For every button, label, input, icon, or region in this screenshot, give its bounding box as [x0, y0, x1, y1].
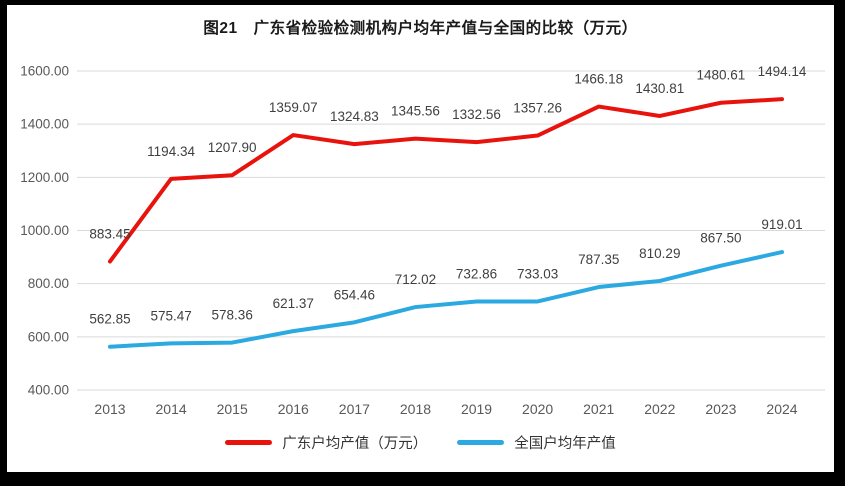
x-tick-label: 2017 — [339, 401, 370, 417]
x-tick-label: 2018 — [400, 401, 431, 417]
legend-label-national: 全国户均年产值 — [514, 436, 616, 452]
y-tick-label: 600.00 — [28, 329, 69, 344]
x-tick-label: 2024 — [766, 401, 797, 417]
x-tick-label: 2014 — [156, 401, 187, 417]
legend-swatch-guangdong — [225, 440, 273, 445]
x-tick-label: 2021 — [583, 401, 614, 417]
x-tick-label: 2022 — [644, 401, 675, 417]
data-label-0: 1324.83 — [330, 109, 379, 124]
data-label-0: 1332.56 — [452, 107, 501, 122]
data-label-1: 578.36 — [212, 308, 253, 323]
y-tick-label: 1000.00 — [20, 223, 69, 238]
data-label-0: 1359.07 — [269, 100, 318, 115]
data-label-1: 732.86 — [456, 267, 497, 282]
legend-label-guangdong: 广东户均产值（万元） — [282, 436, 428, 452]
data-label-0: 1466.18 — [574, 72, 623, 87]
series-line-0 — [108, 97, 784, 264]
data-label-0: 1357.26 — [513, 101, 562, 116]
data-label-1: 654.46 — [334, 287, 375, 302]
data-label-0: 883.45 — [89, 226, 130, 241]
data-label-1: 787.35 — [578, 252, 619, 267]
data-label-1: 575.47 — [150, 308, 191, 323]
legend-swatch-national — [457, 440, 505, 445]
data-label-1: 733.03 — [517, 266, 558, 281]
chart-plot: 400.00 600.00 800.00 1000.00 1200.00 1400.00 1… — [20, 64, 825, 417]
data-label-1: 919.01 — [761, 217, 802, 232]
x-tick-label: 2023 — [705, 401, 736, 417]
data-label-0: 1194.34 — [147, 144, 195, 159]
x-tick-label: 2019 — [461, 401, 492, 417]
chart-title: 图21 广东省检验检测机构户均年产值与全国的比较（万元） — [203, 20, 638, 37]
y-tick-label: 1200.00 — [20, 170, 69, 185]
legend-item-guangdong: 广东户均产值（万元） — [225, 432, 427, 453]
data-label-1: 867.50 — [700, 231, 741, 246]
data-label-0: 1494.14 — [758, 64, 807, 79]
data-label-0: 1345.56 — [391, 104, 440, 119]
data-label-0: 1430.81 — [635, 81, 684, 96]
legend-item-national: 全国户均年产值 — [457, 432, 616, 453]
data-label-0: 1207.90 — [208, 140, 257, 155]
chart-frame: 图21 广东省检验检测机构户均年产值与全国的比较（万元） 400.00 600.0… — [7, 5, 834, 472]
data-label-1: 810.29 — [639, 246, 680, 261]
data-label-0: 1480.61 — [697, 68, 746, 83]
chart-legend: 广东户均产值（万元） 全国户均年产值 — [7, 432, 834, 453]
y-tick-label: 400.00 — [28, 383, 69, 398]
x-tick-label: 2015 — [217, 401, 248, 417]
y-tick-label: 1400.00 — [20, 117, 69, 132]
y-tick-label: 800.00 — [28, 276, 69, 291]
y-tick-label: 1600.00 — [20, 64, 69, 79]
x-tick-label: 2020 — [522, 401, 553, 417]
data-label-1: 562.85 — [89, 312, 130, 327]
x-tick-label: 2013 — [94, 401, 125, 417]
data-label-1: 621.37 — [273, 296, 314, 311]
series-line-1 — [108, 250, 784, 349]
x-tick-label: 2016 — [278, 401, 309, 417]
data-label-1: 712.02 — [395, 272, 436, 287]
